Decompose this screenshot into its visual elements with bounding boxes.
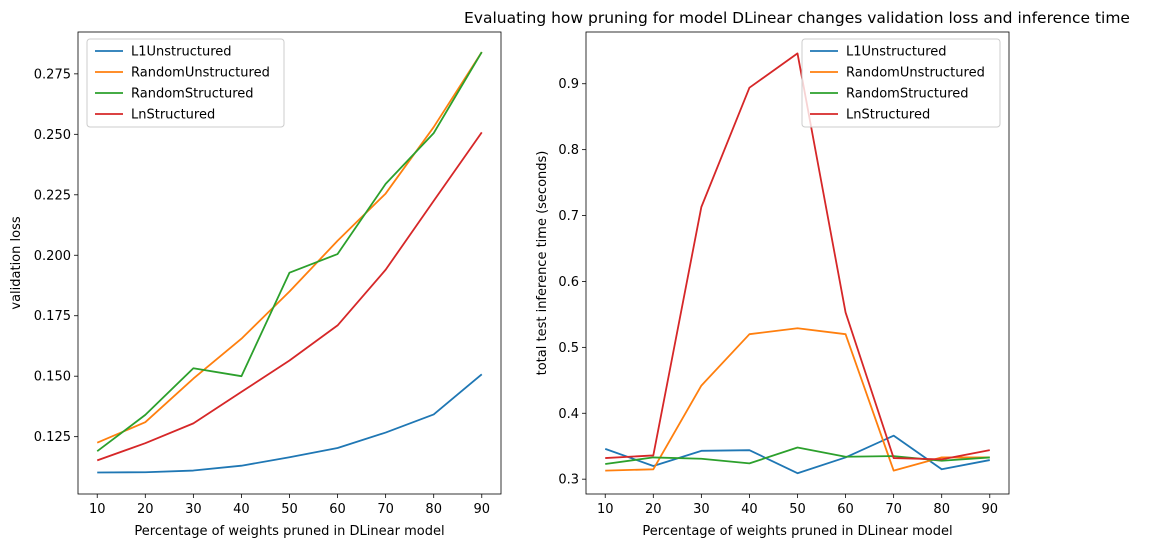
x-axis-label: Percentage of weights pruned in DLinear …: [134, 524, 444, 539]
y-tick-label: 0.7: [558, 209, 579, 224]
legend-label: RandomStructured: [131, 87, 254, 102]
figure-title: Evaluating how pruning for model DLinear…: [464, 9, 1130, 27]
y-axis-label: total test inference time (seconds): [535, 151, 550, 376]
right-chart-inference-time: 10 20 30 40 50 60 70 80 90 0.3 0.4 0.5 0.6 0.7 0.8 0.9 P…: [535, 31, 1010, 539]
series-line-L1Unstructured: [604, 434, 990, 475]
x-tick-label: 20: [137, 502, 154, 517]
x-tick-label: 40: [233, 502, 250, 517]
y-tick-label: 0.3: [558, 473, 579, 488]
legend-label: LnStructured: [131, 108, 215, 123]
x-tick-label: 90: [981, 502, 998, 517]
series-line-RandomUnstructured: [605, 327, 990, 472]
x-axis-label: Percentage of weights pruned in DLinear …: [642, 524, 952, 539]
y-tick-label: 0.200: [34, 249, 71, 264]
series-line-RandomStructured: [96, 51, 483, 452]
y-tick-label: 0.150: [34, 370, 71, 385]
x-tick-label: 70: [377, 502, 394, 517]
x-tick-label: 90: [473, 502, 490, 517]
series-line-LnStructured: [605, 52, 990, 461]
y-tick-label: 0.5: [558, 341, 579, 356]
x-tick-label: 50: [789, 502, 806, 517]
x-tick-label: 70: [885, 502, 902, 517]
legend-label: LnStructured: [846, 108, 930, 123]
legend-label: RandomUnstructured: [846, 66, 985, 81]
y-tick-label: 0.125: [34, 430, 71, 445]
y-tick-label: 0.9: [558, 77, 579, 92]
y-tick-label: 0.250: [34, 128, 71, 143]
x-tick-label: 10: [597, 502, 614, 517]
x-tick-label: 80: [933, 502, 950, 517]
y-tick-label: 0.8: [558, 143, 579, 158]
legend-label: RandomUnstructured: [131, 66, 270, 81]
y-tick-label: 0.225: [34, 188, 71, 203]
legend: L1Unstructured RandomUnstructured RandomSt…: [801, 38, 1001, 128]
series-line-L1Unstructured: [97, 373, 483, 474]
x-tick-label: 40: [741, 502, 758, 517]
y-tick-label: 0.6: [558, 275, 579, 290]
y-axis-label: validation loss: [9, 216, 24, 309]
x-tick-label: 50: [281, 502, 298, 517]
x-tick-label: 30: [693, 502, 710, 517]
legend-frame: [801, 38, 1001, 128]
legend-label: RandomStructured: [846, 87, 969, 102]
left-chart-validation-loss: 10 20 30 40 50 60 70 80 90 0.125 0.150 0.175 0.200 0.…: [9, 31, 502, 539]
x-tick-label: 80: [425, 502, 442, 517]
x-tick-label: 10: [89, 502, 106, 517]
x-tick-label: 20: [645, 502, 662, 517]
legend-frame: [86, 38, 285, 128]
legend: L1Unstructured RandomUnstructured RandomSt…: [86, 38, 285, 128]
y-tick-label: 0.275: [34, 67, 71, 82]
x-tick-label: 60: [837, 502, 854, 517]
y-tick-label: 0.4: [558, 407, 579, 422]
x-tick-label: 30: [185, 502, 202, 517]
y-tick-label: 0.175: [34, 309, 71, 324]
x-tick-label: 60: [329, 502, 346, 517]
legend-label: L1Unstructured: [131, 45, 232, 60]
legend-label: L1Unstructured: [846, 45, 947, 60]
series-line-LnStructured: [96, 131, 483, 462]
